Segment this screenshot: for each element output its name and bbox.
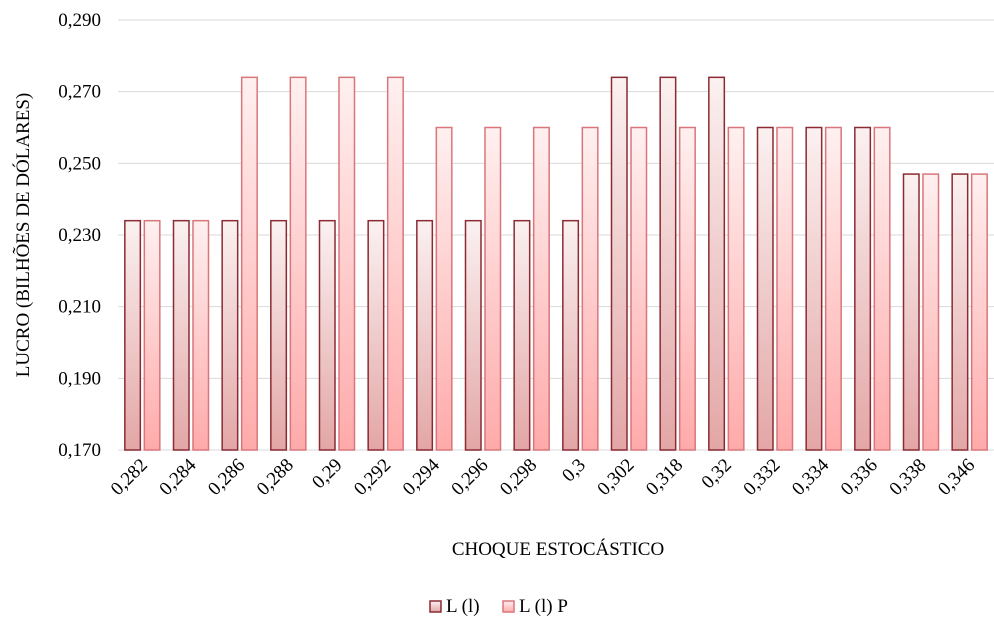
x-tick-label: 0,282 — [107, 455, 152, 500]
bar-series-1 — [124, 219, 142, 451]
x-axis-ticks: 0,282 0,284 0,286 0,288 0,29 0,292 0,294 0,296 0… — [107, 454, 979, 499]
x-tick-label: 0,318 — [642, 455, 687, 500]
bar-series-2 — [678, 126, 696, 451]
x-tick-label: 0,286 — [204, 455, 249, 500]
bar-series-1 — [756, 126, 774, 451]
bar-series-2 — [581, 126, 599, 451]
y-axis-ticks: 0,170 0,190 0,210 0,230 0,250 0,270 0,290 — [58, 10, 101, 461]
legend-label-series-1: L (l) — [446, 596, 480, 617]
legend-swatch-series-2 — [502, 600, 515, 613]
bars — [124, 76, 988, 451]
y-tick-label: 0,270 — [58, 82, 101, 103]
y-tick-label: 0,290 — [58, 10, 101, 31]
bar-series-2 — [873, 126, 891, 451]
x-tick-label: 0,302 — [593, 455, 638, 500]
bar-series-1 — [805, 126, 823, 451]
bar-series-2 — [386, 76, 404, 451]
bar-series-1 — [513, 219, 531, 451]
y-axis-title: LUCRO (BILHÕES DE DÓLARES) — [12, 93, 34, 377]
x-tick-label: 0,3 — [558, 455, 590, 487]
bar-series-2 — [289, 76, 307, 451]
bar-series-1 — [951, 173, 969, 451]
x-tick-label: 0,288 — [253, 455, 298, 500]
x-tick-label: 0,29 — [308, 455, 346, 493]
x-tick-label: 0,292 — [350, 455, 395, 500]
bar-series-1 — [902, 173, 920, 451]
x-tick-label: 0,346 — [934, 455, 979, 500]
bar-series-2 — [532, 126, 550, 451]
bar-series-1 — [854, 126, 872, 451]
x-tick-label: 0,284 — [155, 454, 200, 499]
bar-series-1 — [562, 219, 580, 451]
x-tick-label: 0,336 — [837, 455, 882, 500]
y-tick-label: 0,170 — [58, 440, 101, 461]
bar-series-2 — [484, 126, 502, 451]
legend: L (l) L (l) P — [429, 596, 568, 617]
bar-series-1 — [416, 219, 434, 451]
bar-series-1 — [464, 219, 482, 451]
y-tick-label: 0,230 — [58, 225, 101, 246]
bar-series-2 — [630, 126, 648, 451]
x-tick-label: 0,332 — [739, 455, 784, 500]
y-tick-label: 0,210 — [58, 297, 101, 318]
bar-series-1 — [172, 219, 190, 451]
bar-series-1 — [659, 76, 677, 451]
y-tick-label: 0,190 — [58, 368, 101, 389]
bar-series-2 — [192, 219, 210, 451]
y-tick-label: 0,250 — [58, 153, 101, 174]
x-tick-label: 0,294 — [399, 454, 444, 499]
gridlines — [118, 19, 994, 451]
bar-series-1 — [610, 76, 628, 451]
x-tick-label: 0,298 — [496, 455, 541, 500]
x-axis-title: CHOQUE ESTOCÁSTICO — [452, 538, 664, 560]
x-tick-label: 0,334 — [788, 454, 833, 499]
bar-series-2 — [338, 76, 356, 451]
bar-series-2 — [970, 173, 988, 451]
bar-series-1 — [708, 76, 726, 451]
bar-series-2 — [824, 126, 842, 451]
bar-series-2 — [143, 219, 161, 451]
x-tick-label: 0,296 — [447, 455, 492, 500]
bar-series-2 — [435, 126, 453, 451]
legend-swatch-series-1 — [429, 600, 442, 613]
bar-series-2 — [240, 76, 258, 451]
x-tick-label: 0,32 — [698, 455, 736, 493]
bar-series-1 — [367, 219, 385, 451]
bar-series-1 — [221, 219, 239, 451]
bar-series-2 — [776, 126, 794, 451]
bar-series-2 — [727, 126, 745, 451]
bar-series-1 — [318, 219, 336, 451]
bar-series-1 — [270, 219, 288, 451]
legend-label-series-2: L (l) P — [519, 596, 568, 617]
bar-series-2 — [922, 173, 940, 451]
x-tick-label: 0,338 — [885, 455, 930, 500]
